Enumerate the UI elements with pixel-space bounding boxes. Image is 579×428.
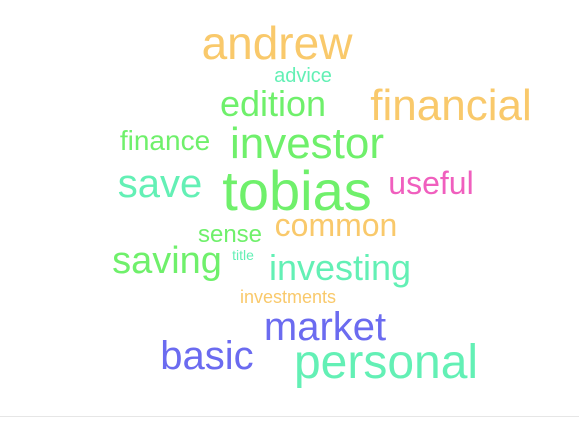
word-cloud: andrew advice edition financial finance …	[112, 17, 532, 389]
word-tobias: tobias	[222, 159, 372, 222]
word-common: common	[274, 207, 398, 243]
word-edition: edition	[219, 83, 327, 124]
word-advice: advice	[274, 65, 332, 87]
word-basic: basic	[160, 334, 254, 378]
word-useful: useful	[388, 165, 474, 201]
word-sense: sense	[197, 221, 263, 248]
word-finance: finance	[119, 125, 211, 156]
word-title: title	[232, 247, 254, 263]
word-saving: saving	[112, 240, 222, 282]
bottom-divider	[0, 416, 579, 417]
word-market: market	[263, 305, 387, 349]
word-save: save	[117, 162, 203, 206]
word-personal: personal	[293, 336, 479, 389]
word-investing: investing	[268, 247, 412, 288]
word-andrew: andrew	[201, 17, 353, 69]
word-financial: financial	[370, 81, 532, 130]
word-investor: investor	[229, 119, 385, 168]
word-investments: investments	[239, 287, 337, 307]
